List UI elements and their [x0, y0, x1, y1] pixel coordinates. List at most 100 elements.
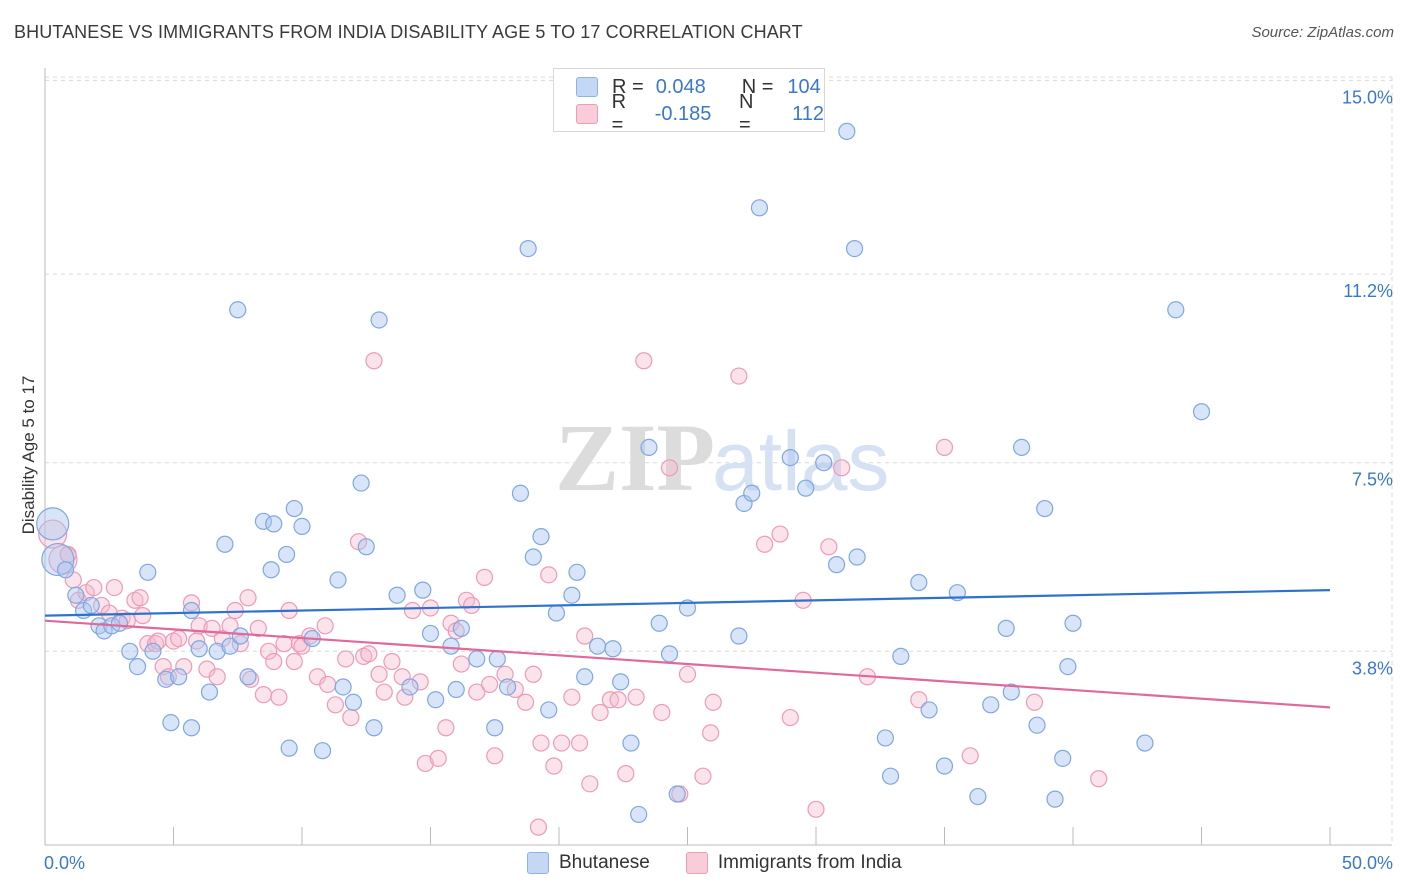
india-point	[609, 691, 627, 709]
bhutanese-point	[576, 668, 594, 686]
watermark-atlas: atlas	[712, 414, 889, 508]
bhutanese-point	[208, 642, 226, 660]
bhutanese-point	[568, 563, 586, 581]
india-point	[365, 352, 383, 370]
india-point	[545, 757, 563, 775]
india-point	[337, 650, 355, 668]
legend-swatch-bhutanese	[576, 77, 598, 97]
india-point	[154, 657, 172, 676]
bhutanese-point	[486, 719, 504, 737]
india-point	[265, 652, 283, 671]
bhutanese-point	[563, 586, 581, 604]
bhutanese-point	[277, 545, 296, 564]
legend-r-label: R =	[612, 75, 644, 98]
india-point	[285, 652, 303, 671]
bhutanese-point	[370, 311, 388, 329]
bhutanese-point	[612, 673, 630, 691]
bhutanese-point	[630, 805, 648, 824]
india-point	[175, 657, 193, 676]
legend-n-label: N =	[739, 91, 754, 136]
bhutanese-point	[401, 678, 419, 696]
legend-label-india: Immigrants from India	[717, 852, 902, 873]
bhutanese-point	[36, 507, 70, 541]
india-point	[678, 665, 697, 683]
legend-label-bhutanese: Bhutanese	[559, 852, 650, 873]
x-tick-label: 0.0%	[44, 853, 85, 873]
legend-n-value: 112	[792, 102, 824, 125]
bhutanese-point	[170, 668, 188, 686]
india-point	[375, 683, 393, 701]
bhutanese-point	[329, 571, 347, 589]
bhutanese-point	[881, 767, 900, 785]
india-point	[239, 589, 257, 607]
india-point	[316, 617, 334, 635]
y-tick-label: 3.8%	[1352, 658, 1393, 678]
india-point	[429, 749, 447, 767]
bhutanese-point	[285, 499, 303, 518]
legend-item-india[interactable]: Immigrants from India	[685, 852, 902, 874]
india-point	[961, 747, 979, 765]
india-point	[226, 601, 244, 620]
y-axis-label: Disability Age 5 to 17	[19, 376, 38, 535]
bhutanese-point	[162, 714, 180, 732]
bhutanese-point	[488, 650, 506, 668]
bhutanese-point	[797, 479, 815, 497]
watermark-zip: ZIP	[555, 404, 715, 511]
bhutanese-point	[876, 729, 894, 747]
bhutanese-point	[452, 619, 470, 637]
bhutanese-point	[730, 627, 748, 645]
bhutanese-point	[357, 538, 375, 556]
india-point	[910, 691, 928, 709]
india-point	[627, 688, 645, 706]
bhutanese-point	[365, 719, 383, 737]
bhutanese-point	[67, 586, 85, 604]
india-point	[301, 627, 319, 645]
india-point	[540, 566, 558, 584]
bhutanese-point	[532, 528, 550, 546]
bhutanese-point	[190, 640, 208, 658]
india-point	[403, 601, 422, 620]
india-point	[653, 703, 671, 722]
bhutanese-point	[838, 122, 856, 140]
india-point	[1025, 693, 1044, 711]
legend-r-value: 0.048	[655, 75, 706, 98]
bhutanese-point	[1064, 614, 1082, 632]
bhutanese-point	[519, 240, 537, 258]
india-point	[105, 578, 123, 597]
chart-source: Source: ZipAtlas.com	[1251, 24, 1394, 41]
bhutanese-point	[1059, 657, 1077, 676]
bhutanese-point	[1028, 716, 1046, 734]
legend-swatch-india	[576, 104, 598, 124]
bhutanese-point	[910, 573, 928, 592]
bhutanese-point	[1002, 683, 1020, 701]
bhutanese-point	[56, 561, 75, 579]
india-point	[396, 688, 414, 706]
bhutanese-point	[1054, 749, 1072, 767]
bhutanese-point	[344, 693, 362, 711]
india-point	[437, 719, 455, 737]
india-point	[170, 629, 188, 648]
trend-lines	[44, 589, 1331, 709]
india-point	[820, 538, 838, 556]
bhutanese-point	[622, 734, 640, 752]
legend-item-bhutanese[interactable]: Bhutanese	[527, 852, 650, 874]
bhutanese-point	[827, 556, 846, 574]
grid-lines	[45, 76, 1393, 845]
chart-title: BHUTANESE VS IMMIGRANTS FROM INDIA DISAB…	[14, 22, 803, 42]
bhutanese-point	[421, 624, 440, 643]
bhutanese-point	[231, 627, 249, 645]
india-point	[319, 675, 337, 694]
bhutanese-point	[82, 596, 100, 615]
bhutanese-point	[969, 787, 987, 806]
bhutanese-point	[1046, 790, 1064, 808]
india-point	[694, 767, 712, 785]
india-point	[85, 578, 103, 597]
bhutanese-point	[845, 240, 864, 258]
india-point	[242, 670, 260, 688]
india-point	[134, 607, 152, 625]
india-point	[730, 367, 748, 385]
bhutanese-point	[334, 678, 352, 696]
bhutanese-point	[144, 642, 162, 660]
bhutanese-point	[442, 637, 460, 655]
